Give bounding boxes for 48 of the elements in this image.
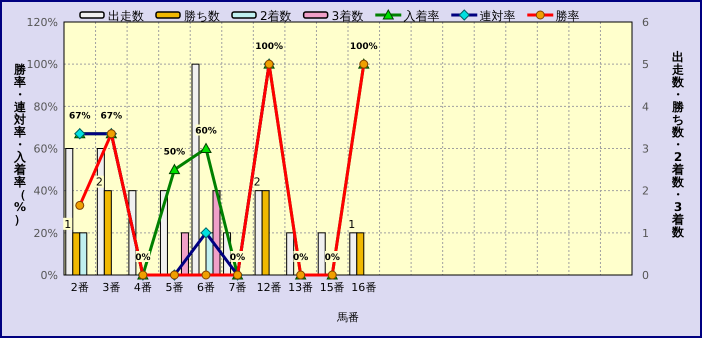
x-tick-label: 2番	[70, 281, 89, 294]
y2-tick-label: 4	[642, 100, 649, 114]
legend-label: 連対率	[479, 9, 516, 23]
y-tick-label: 120%	[26, 16, 58, 29]
data-label: 100%	[255, 42, 284, 52]
y2-tick-label: 2	[642, 184, 649, 198]
x-tick-label: 5番	[165, 281, 184, 294]
legend-label: 出走数	[108, 9, 144, 23]
data-label: 100%	[350, 42, 378, 52]
y-tick-label: 20%	[34, 226, 58, 240]
y2-tick-label: 5	[642, 58, 649, 72]
data-label: 0%	[135, 253, 151, 263]
text: 出走数・勝ち数・2着数・3着数	[672, 50, 684, 239]
data-label: 2	[96, 176, 103, 189]
data-label: 67%	[69, 112, 91, 122]
x-tick-label: 7番	[228, 281, 247, 294]
x-tick-label: 6番	[197, 281, 215, 294]
y-tick-label: 100%	[26, 58, 58, 72]
data-label: 0%	[324, 253, 340, 263]
legend-label: 勝率	[555, 9, 580, 23]
y-tick-label: 60%	[34, 142, 58, 156]
x-tick-label: 16番	[351, 281, 376, 294]
legend-label: 3着数	[332, 9, 364, 23]
x-tick-label: 13番	[288, 281, 314, 294]
y-tick-label: 80%	[34, 100, 58, 114]
data-label: 2	[254, 176, 261, 189]
y2-tick-label: 0	[642, 269, 649, 282]
data-label: 1	[64, 218, 72, 231]
x-axis-title: 馬番	[336, 311, 359, 324]
bar	[318, 232, 326, 276]
x-tick-label: 12番	[256, 281, 282, 294]
data-label: 0%	[293, 253, 308, 263]
legend-label: 入着率	[403, 9, 440, 23]
y2-tick-label: 1	[642, 226, 649, 240]
y2-tick-label: 3	[642, 142, 649, 156]
x-tick-label: 15番	[320, 281, 345, 294]
y-tick-label: 40%	[34, 184, 58, 198]
y2-tick-label: 6	[642, 16, 649, 29]
data-label: 50%	[164, 148, 186, 158]
text: 勝率・連対率・入着率（%）	[14, 62, 26, 226]
x-tick-label: 3番	[102, 281, 120, 294]
y-tick-label: 0%	[40, 269, 58, 282]
data-label: 67%	[100, 112, 122, 122]
data-label: 1	[348, 218, 356, 231]
x-tick-label: 4番	[134, 281, 152, 294]
data-label: 60%	[195, 126, 217, 136]
legend-label: 2着数	[260, 9, 292, 23]
legend-label: 勝ち数	[184, 9, 220, 23]
